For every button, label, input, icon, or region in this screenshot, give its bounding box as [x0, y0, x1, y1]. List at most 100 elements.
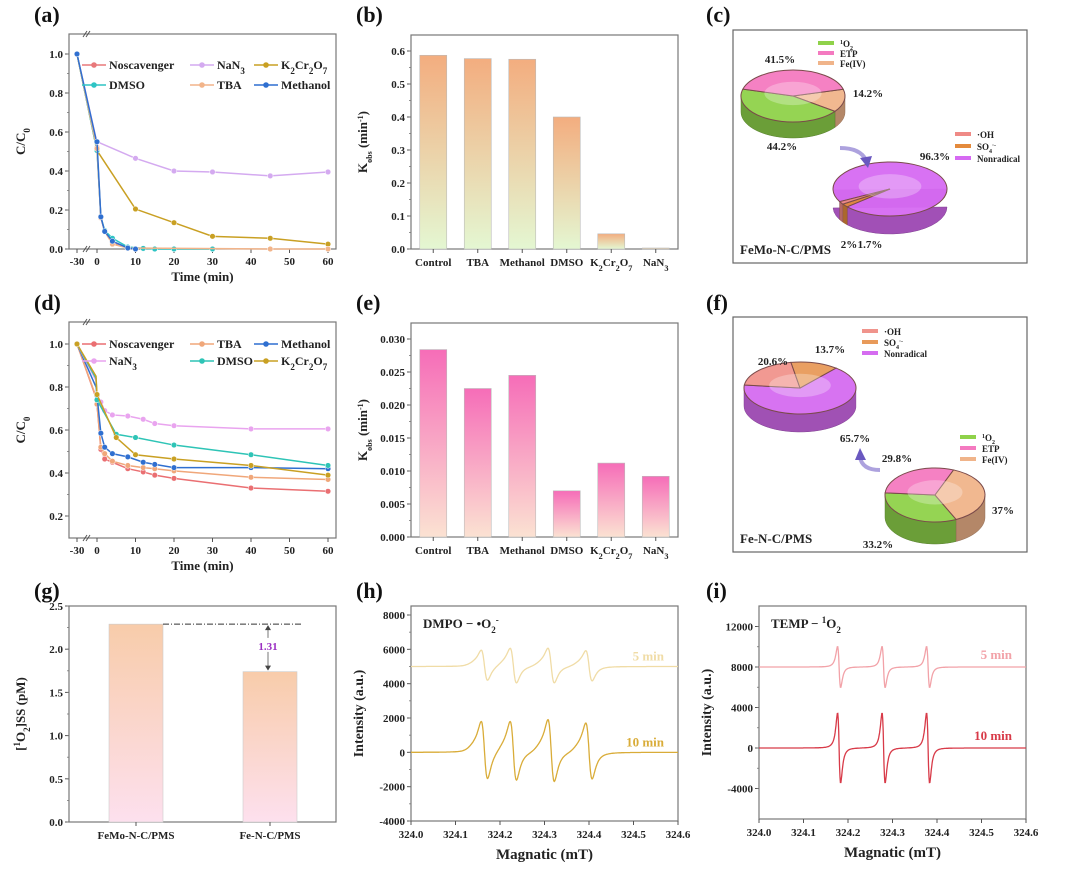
data-point: [132, 434, 139, 441]
y-tick-label: 0.2: [49, 205, 63, 217]
legend-swatch: [960, 457, 976, 461]
legend-label: Methanol: [281, 78, 331, 92]
x-tick-label: Methanol: [500, 257, 545, 269]
y-tick-label: 1.0: [49, 731, 63, 743]
pie-slice: [884, 467, 955, 496]
legend-label: Nonradical: [977, 154, 1021, 164]
legend-item: TBA: [190, 78, 242, 92]
panel-g: (g) 0.0 0.5 1.0 1.5 2.0 2.5 [1O2]SS (pM) FeMo-N-…: [12, 578, 337, 842]
y-tick-label: 4000: [731, 703, 754, 715]
y-tick-label: 0.8: [49, 382, 63, 394]
pie-slice-side: [839, 201, 844, 223]
y-tick-label: -4000: [379, 816, 405, 828]
x-axis-label: Time (min): [171, 269, 233, 284]
x-tick-label: 324.3: [532, 829, 557, 841]
pie-value-label: 13.7%: [815, 344, 845, 356]
panel-label: (i): [706, 578, 727, 603]
spectrum-line-10-min: [411, 718, 678, 783]
y-axis-label: Kobs (min-1): [355, 111, 374, 173]
x-tick-label: 324.0: [399, 829, 424, 841]
series-methanol: [73, 50, 139, 253]
series-label: 10 min: [974, 728, 1013, 743]
data-point: [132, 155, 139, 162]
panel-i: (i) -4000 0 4000 8000 12000 324.0 324.1 324.2 324…: [700, 578, 1039, 861]
legend-swatch: [960, 435, 976, 439]
data-point: [324, 488, 332, 495]
y-tick-label: 0.015: [380, 433, 405, 445]
legend-label: 1O2: [840, 39, 853, 52]
legend-label: ETP: [982, 444, 1000, 454]
spectrum-line-10-min: [759, 712, 1026, 784]
bar: [463, 58, 492, 250]
legend-marker: [199, 82, 205, 88]
legend-marker: [263, 82, 269, 88]
x-tick-label: TBA: [466, 257, 489, 269]
data-point: [93, 138, 101, 145]
y-tick-label: 0: [400, 747, 406, 759]
legend-label: TBA: [217, 78, 242, 92]
data-point: [267, 235, 274, 242]
bar: [597, 233, 626, 250]
legend-swatch: [955, 156, 971, 160]
legend-label: ETP: [840, 49, 858, 59]
pie-value-label: 20.6%: [758, 356, 788, 368]
legend-marker: [199, 62, 205, 68]
data-point: [247, 462, 255, 469]
data-point: [93, 391, 101, 398]
legend-label: SO4·-: [884, 338, 903, 351]
data-point: [101, 450, 108, 457]
legend-marker: [91, 62, 97, 68]
legend-marker: [263, 62, 269, 68]
y-tick-label: 0.6: [49, 425, 63, 437]
data-point: [109, 238, 116, 245]
data-point: [140, 459, 147, 466]
data-point: [101, 444, 108, 451]
x-tick-label: 324.2: [488, 829, 513, 841]
x-tick-label: 324.5: [621, 829, 646, 841]
y-tick-label: 0.0: [49, 817, 63, 829]
plot-frame: [410, 605, 679, 822]
y-tick-label: 0.6: [49, 127, 63, 139]
axis-break-mark: [82, 318, 91, 326]
x-tick-label: K2Cr2O7: [590, 545, 632, 561]
data-point: [170, 455, 178, 463]
bar: [508, 374, 537, 538]
legend-marker: [91, 82, 97, 88]
legend-swatch: [862, 351, 878, 355]
x-tick-label: 324.1: [443, 829, 468, 841]
y-tick-label: 0.0: [49, 244, 63, 256]
y-tick-label: 0.030: [380, 334, 405, 346]
y-tick-label: 1.0: [49, 49, 63, 61]
data-point: [324, 462, 332, 469]
panel-label: (f): [706, 290, 728, 315]
pie-slice: [838, 188, 891, 205]
legend-swatch: [862, 329, 878, 333]
x-tick-label: 40: [246, 256, 258, 268]
pie-value-label: 96.3%: [920, 151, 950, 163]
panel-a: (a) 0.0 0.2 0.4 0.6 0.8 1.0 -30 0 10 20 30 40 50 60 Tim…: [13, 2, 337, 284]
legend-item: Noscavenger: [82, 58, 175, 72]
legend-swatch: [818, 41, 834, 45]
y-tick-label: 2.0: [49, 644, 63, 656]
pie-highlight: [769, 373, 831, 398]
data-point: [132, 451, 139, 458]
legend-item: DMSO: [82, 78, 145, 92]
panel-label: (h): [356, 578, 383, 603]
legend-item: K2Cr2O7: [254, 354, 328, 372]
bar: [463, 388, 492, 538]
x-tick-label: Control: [415, 257, 451, 269]
legend-label: 1O2: [982, 433, 995, 446]
x-tick-label: 0: [94, 545, 100, 557]
y-tick-label: 1.0: [49, 339, 63, 351]
x-tick-label: 324.2: [836, 827, 861, 839]
data-point: [132, 245, 139, 253]
data-point: [109, 411, 116, 419]
x-tick-label: 20: [169, 545, 181, 557]
y-tick-label: 12000: [726, 622, 754, 634]
legend-label: DMSO: [217, 354, 253, 368]
x-tick-label: -30: [70, 545, 85, 557]
y-tick-label: 0.8: [49, 88, 63, 100]
plot-frame: [410, 322, 679, 538]
arrowhead-icon: [860, 156, 872, 168]
